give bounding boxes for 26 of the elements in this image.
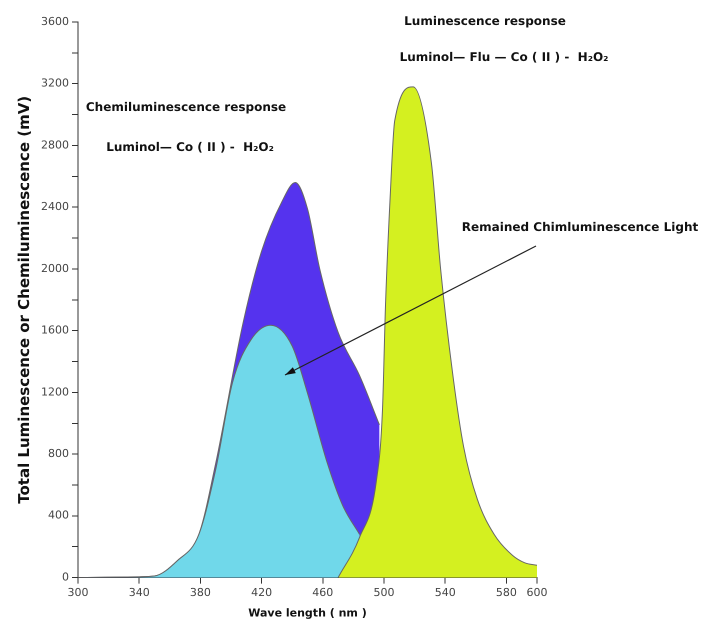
y-axis-title: Total Luminescence or Chemiluminescence (mV) bbox=[14, 96, 33, 504]
y-tick-label: 400 bbox=[48, 508, 69, 522]
x-tick-label: 500 bbox=[374, 586, 394, 600]
x-tick-label: 380 bbox=[190, 586, 211, 600]
annotation: Luminol— Flu — Co ( II ) - H₂O₂ bbox=[400, 50, 608, 64]
annotation: Remained Chimluminescence Light bbox=[462, 220, 698, 234]
annotation: Luminol— Co ( II ) - H₂O₂ bbox=[106, 140, 274, 154]
y-tick-label: 2800 bbox=[40, 138, 69, 152]
y-tick-label: 3200 bbox=[40, 76, 69, 90]
y-tick-label: 0 bbox=[62, 570, 69, 584]
x-tick-label: 420 bbox=[251, 586, 272, 600]
x-axis-title: Wave length ( nm ) bbox=[248, 606, 367, 620]
annotation: Chemiluminescence response bbox=[86, 100, 286, 114]
x-tick-label: 300 bbox=[67, 586, 88, 600]
x-tick-label: 580 bbox=[496, 586, 517, 600]
y-tick-label: 1600 bbox=[40, 324, 69, 337]
y-tick-label: 1200 bbox=[40, 385, 69, 398]
y-tick-label: 2400 bbox=[40, 200, 69, 214]
x-tick-label: 340 bbox=[128, 586, 150, 600]
y-tick-label: 2000 bbox=[40, 262, 69, 275]
x-tick-label: 600 bbox=[526, 586, 548, 600]
y-tick-label: 800 bbox=[48, 446, 69, 460]
y-tick-label: 3600 bbox=[40, 14, 69, 28]
annotation: Luminescence response bbox=[404, 14, 566, 28]
x-tick-label: 460 bbox=[312, 586, 334, 600]
x-tick-label: 540 bbox=[434, 586, 456, 600]
